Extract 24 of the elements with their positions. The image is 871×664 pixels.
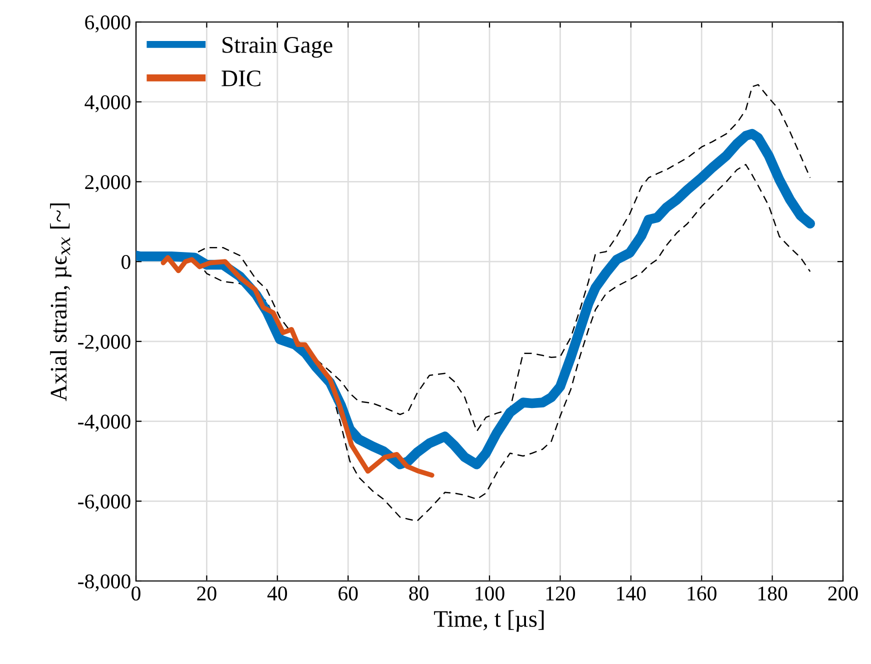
x-axis-title: Time, t [µs] [434,610,544,632]
x-tick-label: 200 [828,586,858,601]
y-tick-label: -2,000 [78,334,130,352]
x-tick-label: 40 [267,586,288,601]
legend-label: Strain Gage [222,37,332,58]
x-tick-label: 0 [132,586,140,601]
line-series [160,255,434,478]
x-tick-label: 120 [546,586,576,601]
y-tick-label: 4,000 [84,95,130,112]
x-tick-label: 160 [688,586,716,601]
y-tick-label: 0 [122,254,130,270]
y-tick-label: -8,000 [78,574,130,592]
x-tick-label: 100 [476,586,504,601]
x-tick-label: 20 [197,586,216,601]
x-tick-label: 80 [409,586,428,601]
y-tick-label: -4,000 [78,414,130,432]
y-tick-label: 2,000 [85,175,130,192]
y-tick-label: -6,000 [78,494,130,512]
y-tick-label: 6,000 [85,15,130,32]
legend-label: DIC [222,70,260,86]
y-axis-title: Axial strain, µϵ$_{xx}$ [~] [50,203,72,402]
x-tick-label: 140 [617,586,646,601]
x-tick-label: 180 [758,586,788,601]
x-tick-label: 60 [338,586,358,601]
